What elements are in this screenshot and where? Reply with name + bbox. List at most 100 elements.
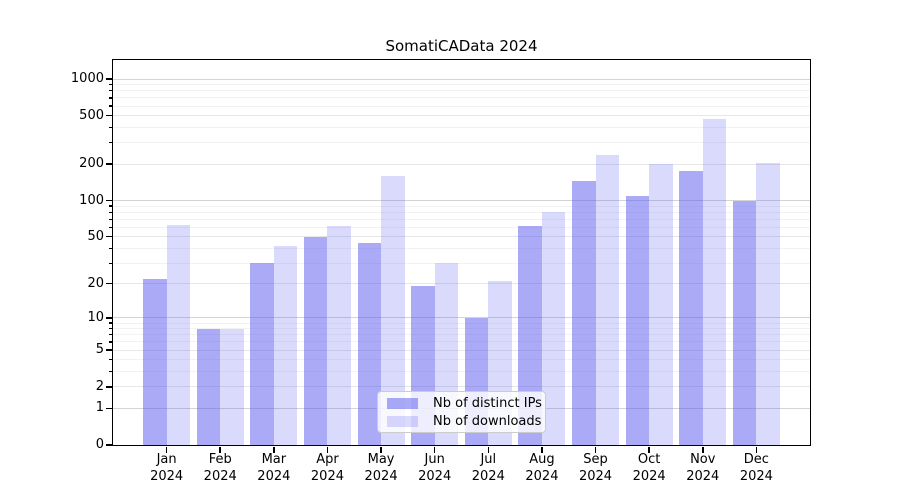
y-minor-tick-mark — [108, 105, 112, 107]
bar-distinct-ips-sep — [572, 181, 596, 445]
y-tick-mark — [105, 407, 112, 410]
y-minor-tick-mark — [108, 247, 112, 249]
y-minor-tick-mark — [108, 322, 112, 324]
bar-downloads-sep — [595, 155, 620, 445]
x-tick-mark — [755, 446, 758, 453]
gridline-minor — [113, 359, 810, 361]
bar-downloads-jan — [166, 224, 191, 445]
x-tick-mark — [433, 446, 436, 453]
gridline-labeled-minor — [113, 236, 810, 238]
bar-downloads-oct — [649, 163, 673, 445]
y-tick-mark — [105, 282, 112, 285]
x-tick-label-jun: Jun 2024 — [418, 452, 452, 484]
x-tick-mark — [165, 446, 168, 453]
x-tick-label-may: May 2024 — [364, 452, 398, 484]
y-minor-tick-mark — [108, 341, 112, 343]
y-minor-tick-mark — [108, 84, 112, 86]
gridline-minor — [113, 84, 810, 86]
y-tick-mark — [105, 199, 112, 202]
y-tick-label: 20 — [87, 275, 104, 291]
gridline-minor — [113, 90, 810, 92]
gridline-minor — [113, 322, 810, 324]
gridline-minor — [113, 218, 810, 220]
bar-downloads-dec — [756, 162, 780, 445]
bar-distinct-ips-may — [357, 243, 382, 445]
legend-label-downloads: Nb of downloads — [433, 413, 542, 429]
y-tick-label: 500 — [79, 107, 104, 123]
gridline-minor — [113, 97, 810, 99]
bar-distinct-ips-mar — [250, 263, 274, 445]
gridline-minor — [113, 262, 810, 264]
bar-downloads-aug — [541, 211, 566, 445]
y-minor-tick-mark — [108, 90, 112, 92]
y-tick-label: 1 — [95, 400, 104, 416]
gridline-minor — [113, 371, 810, 373]
y-minor-tick-mark — [108, 262, 112, 264]
y-tick-mark — [105, 78, 112, 80]
legend-swatch-downloads — [387, 415, 418, 427]
x-tick-mark — [702, 446, 704, 453]
y-minor-tick-mark — [108, 97, 112, 99]
y-tick-label: 200 — [79, 156, 104, 172]
x-tick-mark — [273, 446, 275, 453]
x-tick-label-mar: Mar 2024 — [257, 452, 291, 484]
bar-downloads-may — [381, 175, 405, 445]
gridline-labeled-minor — [113, 115, 810, 117]
y-tick-mark — [105, 114, 112, 117]
x-tick-label-jul: Jul 2024 — [471, 452, 505, 484]
gridline-minor — [113, 105, 810, 107]
gridline-major — [113, 78, 810, 80]
y-minor-tick-mark — [108, 211, 112, 213]
x-tick-mark — [648, 446, 650, 453]
y-tick-mark — [105, 235, 112, 238]
x-tick-mark — [326, 446, 329, 453]
gridline-minor — [113, 211, 810, 213]
bar-downloads-mar — [273, 245, 298, 445]
gridline-minor — [113, 205, 810, 207]
bar-distinct-ips-jan — [143, 278, 167, 445]
legend-entry-downloads: Nb of downloads — [386, 414, 541, 429]
y-tick-label: 100 — [79, 192, 104, 208]
bar-distinct-ips-feb — [196, 328, 221, 445]
x-tick-mark — [487, 446, 490, 453]
y-tick-label: 5 — [95, 342, 104, 358]
gridline-minor — [113, 247, 810, 249]
x-tick-mark — [541, 446, 543, 453]
gridline-minor — [113, 341, 810, 343]
x-tick-label-jan: Jan 2024 — [150, 452, 184, 484]
bar-distinct-ips-aug — [518, 226, 542, 445]
chart-title: SomatiCAData 2024 — [385, 37, 538, 55]
gridline-labeled-minor — [113, 349, 810, 351]
plot-area — [113, 60, 810, 445]
x-tick-label-dec: Dec 2024 — [739, 452, 773, 484]
gridline-minor — [113, 328, 810, 330]
bar-downloads-feb — [220, 328, 244, 445]
legend: Nb of distinct IPs Nb of downloads — [377, 391, 546, 433]
x-tick-label-feb: Feb 2024 — [203, 452, 237, 484]
bar-distinct-ips-dec — [732, 200, 757, 445]
gridline-labeled-minor — [113, 283, 810, 285]
y-minor-tick-mark — [108, 328, 112, 330]
axes-spines — [111, 58, 811, 446]
bar-distinct-ips-oct — [625, 196, 650, 445]
y-tick-mark — [105, 349, 112, 351]
x-tick-mark — [594, 446, 597, 453]
x-tick-label-nov: Nov 2024 — [686, 452, 720, 484]
y-minor-tick-mark — [108, 218, 112, 220]
y-tick-mark — [105, 444, 112, 446]
gridline-labeled-minor — [113, 386, 810, 388]
gridline-major — [113, 200, 810, 202]
gridline-major — [113, 317, 810, 319]
x-tick-label-sep: Sep 2024 — [578, 452, 613, 484]
gridline-minor — [113, 142, 810, 144]
gridline-minor — [113, 226, 810, 228]
gridline-minor — [113, 334, 810, 336]
y-minor-tick-mark — [108, 226, 112, 228]
y-minor-tick-mark — [108, 334, 112, 336]
y-tick-mark — [105, 163, 112, 165]
y-minor-tick-mark — [108, 370, 112, 373]
y-tick-mark — [105, 317, 112, 319]
y-tick-label: 50 — [87, 228, 104, 244]
y-tick-label: 1000 — [70, 71, 104, 87]
